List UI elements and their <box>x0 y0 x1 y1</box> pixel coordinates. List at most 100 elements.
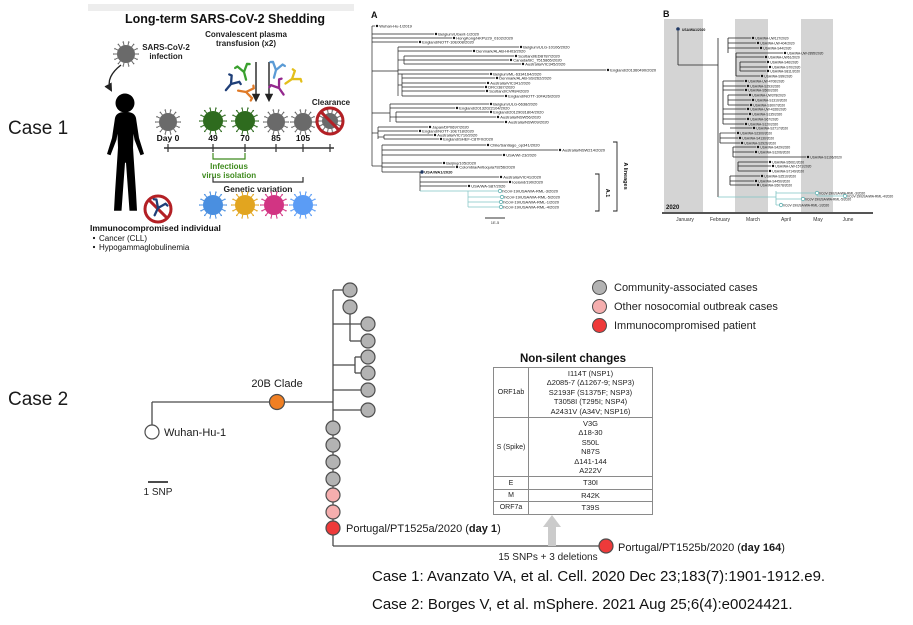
changes-cell: I114T (NSP1) Δ2085-7 (Δ1267-9; NSP3) S2193… <box>528 366 653 419</box>
change-entry: S50L <box>581 437 600 447</box>
tree-tip-marker <box>418 129 422 133</box>
virus-icon <box>231 107 259 135</box>
case1-citation: Case 1: Avanzato VA, et al. Cell. 2020 D… <box>372 568 826 585</box>
taxon-label: USA/WA-S87/2020 <box>471 183 506 188</box>
tree-tip-marker <box>783 51 787 55</box>
month-label: June <box>843 217 854 223</box>
tree-tip-marker <box>751 36 755 40</box>
tree-tip-marker <box>499 175 503 179</box>
month-band <box>801 19 833 213</box>
antibody-icon <box>284 68 303 85</box>
taxon-label: USA/WA-S5061/2020 <box>772 160 804 164</box>
taxon-label: USA/WA-S135/2020 <box>752 112 782 116</box>
tree-tip-marker <box>498 204 504 210</box>
legend-item: Other nosocomial outbreak cases <box>592 299 778 314</box>
tree-tip-marker <box>521 62 525 66</box>
taxon-label: USA/WA-S2717/2020 <box>756 126 788 130</box>
tree-tip-marker <box>752 126 756 130</box>
human-silhouette-icon <box>107 93 144 211</box>
tree-tip-marker <box>499 194 505 200</box>
table-row: M R42K <box>493 488 653 503</box>
taxon-label: USA/WA-S67/2020 <box>750 117 778 121</box>
tip-b-label: Portugal/PT1525b/2020 (day 164) <box>618 542 785 554</box>
tree-tip-marker <box>420 170 424 174</box>
taxon-label: USA/WA-S1206/2020 <box>758 150 790 154</box>
infectious-label-line2: virus isolation <box>202 171 256 180</box>
taxon-label: USA/WA-S7149/2020 <box>772 169 804 173</box>
tree-tip-marker <box>766 69 770 73</box>
change-entry: V3G <box>582 419 598 429</box>
tree-tip-marker <box>768 160 772 164</box>
figure-top-strip <box>88 4 354 11</box>
tree-tip-marker <box>756 145 760 149</box>
tree-tip-marker <box>760 74 764 78</box>
month-label: January <box>676 217 694 223</box>
year-label: 2020 <box>666 205 680 211</box>
table-row: S (Spike) V3G Δ18-30 S50L N87S Δ141-144 A222V <box>493 417 653 478</box>
gene-cell: ORF1ab <box>493 366 529 419</box>
taxon-label: DRC/387/2020 <box>488 84 515 89</box>
taxon-label: USA/WA-S5078/2020 <box>760 183 792 187</box>
tree-tip-marker <box>754 179 758 183</box>
infection-arrow <box>104 64 122 92</box>
clade-label: 20B Clade <box>251 378 302 390</box>
taxon-label: USA/WA-S46/2020 <box>770 60 798 64</box>
taxon-label: Japan/DP0697/2020 <box>432 124 469 129</box>
taxon-label: USA/WA-S1196/2020 <box>810 155 842 159</box>
day-label: 85 <box>271 133 281 143</box>
tree-tip-marker <box>764 55 768 59</box>
change-entry: R42K <box>581 490 600 500</box>
tree-tip-marker <box>606 68 610 72</box>
antibody-icon <box>236 84 255 102</box>
taxon-label: Australia/NSW09/2020 <box>508 119 549 124</box>
change-entry: T30I <box>582 478 598 488</box>
taxon-label: Australia/VIC41/2020 <box>503 174 542 179</box>
legend-swatch <box>592 318 607 333</box>
tree-tip-marker <box>375 24 379 28</box>
genetic-bracket <box>212 177 304 183</box>
table-row: ORF7a T39S <box>493 501 653 515</box>
case-node <box>360 365 376 381</box>
taxon-label: USA/WA-S4130/2020 <box>742 136 774 140</box>
taxon-label: England/NOTT-10E718/2020 <box>422 128 474 133</box>
taxon-label: Australia/NSW214/2020 <box>562 147 605 152</box>
taxon-label: USA/WA-UW-1571/2020 <box>775 164 811 168</box>
taxon-label: Australia/NSW56/2020 <box>500 114 541 119</box>
tree-tip-marker <box>756 183 760 187</box>
change-entry: Δ141-144 <box>574 456 607 466</box>
legend-swatch <box>592 299 607 314</box>
taxon-label: hCoV-19/USA/WA-RML-5/2020 <box>805 197 851 201</box>
case-node <box>325 487 341 503</box>
mutation-table: ORF1ab I114T (NSP1) Δ2085-7 (Δ1267-9; NSP3… <box>493 366 653 515</box>
changes-cell: V3G Δ18-30 S50L N87S Δ141-144 A222V <box>528 417 653 478</box>
tree-tip-marker <box>740 141 744 145</box>
tree-tip-marker <box>756 41 760 45</box>
prohibition-icons <box>143 106 345 224</box>
taxon-label: HongKong/HKPU29_0102/2020 <box>456 35 513 40</box>
branch-annotation: 15 SNPs + 3 deletions <box>498 552 597 563</box>
taxon-label: USA/WA-UW127/2020 <box>755 36 788 40</box>
change-entry: A222V <box>579 466 602 476</box>
legend-label: Other nosocomial outbreak cases <box>614 300 778 313</box>
gene-cell: S (Spike) <box>493 417 529 478</box>
taxon-label: hCoV-19/USA/WA-RML-5/2020 <box>504 194 560 199</box>
tree-tip-marker <box>489 110 493 114</box>
change-entry: Δ2085-7 (Δ1267-9; NSP3) <box>546 378 635 388</box>
plasma-label-line2: transfusion (x2) <box>216 39 276 48</box>
case2-label: Case 2 <box>8 389 69 410</box>
tree-tip-marker <box>472 49 476 53</box>
tree-tip-marker <box>842 193 848 199</box>
non-silent-changes-table: Non-silent changes ORF1ab I114T (NSP1) Δ20… <box>492 353 654 515</box>
tree-tip-marker <box>768 65 772 69</box>
taxon-label: hCoV-19/USA/WA-RML-1/2020 <box>503 199 559 204</box>
taxon-label: USA/WA-S811/2020 <box>770 69 800 73</box>
virus-icon <box>263 109 289 135</box>
day-label: 70 <box>240 133 250 143</box>
changes-cell: T30I <box>528 476 653 490</box>
case-node <box>342 299 358 315</box>
root-marker <box>676 27 680 31</box>
tree-tip-marker <box>778 202 784 208</box>
tree-tip-marker <box>484 85 488 89</box>
antibody-icon <box>224 73 242 92</box>
